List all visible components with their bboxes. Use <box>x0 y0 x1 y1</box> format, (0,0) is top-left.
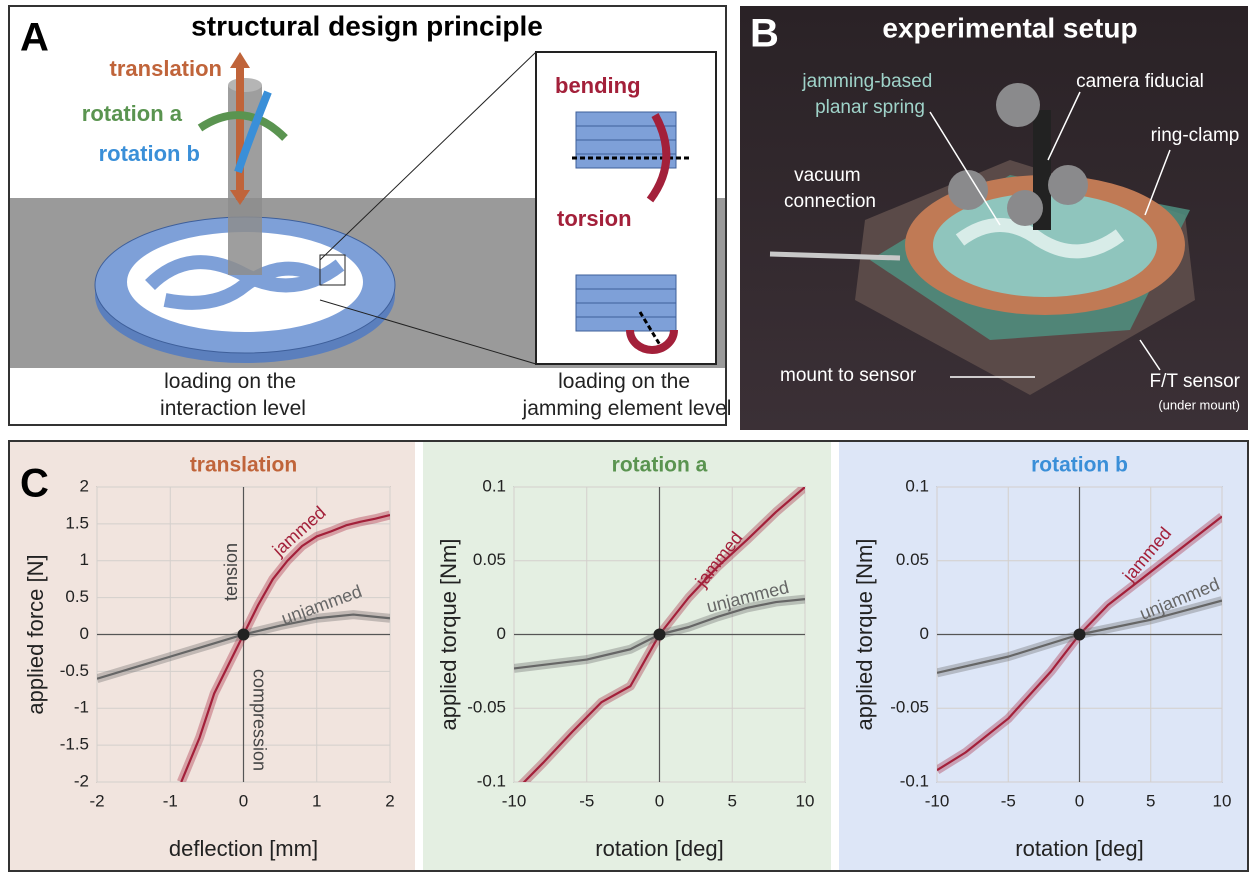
y-tick-label: -2 <box>74 771 89 790</box>
caption: loading on the interaction level <box>160 370 306 420</box>
y-tick-label: 2 <box>80 476 89 495</box>
x-tick-label: 0 <box>1075 791 1084 810</box>
y-axis-label: applied force [N] <box>23 554 48 714</box>
label-line: planar spring <box>815 97 925 118</box>
x-tick-label: -2 <box>89 791 104 810</box>
y-tick-label: 0.5 <box>65 587 89 606</box>
origin-dot <box>653 628 666 641</box>
caption-line: jamming element level <box>522 397 732 420</box>
y-tick-label: -0.5 <box>60 661 89 680</box>
origin-dot <box>237 628 250 641</box>
label: translation <box>110 56 222 81</box>
chart-background <box>839 442 1247 870</box>
chart-title: translation <box>190 454 297 477</box>
x-tick-label: 2 <box>385 791 394 810</box>
y-tick-label: -0.05 <box>467 698 506 717</box>
label: jamming-based planar spring <box>801 71 937 118</box>
caption-line: loading on the <box>164 370 296 393</box>
y-axis-label: applied torque [Nm] <box>852 539 877 731</box>
y-tick-label: -1 <box>74 698 89 717</box>
x-tick-label: -10 <box>925 791 950 810</box>
x-tick-label: -5 <box>579 791 594 810</box>
y-tick-label: 1.5 <box>65 513 89 532</box>
panel-c: -2-1.5-1-0.500.511.52-2 -1 0 1 2translationd… <box>10 442 1247 870</box>
label-line: connection <box>784 191 876 212</box>
y-tick-label: 0 <box>497 624 506 643</box>
x-tick-label: 10 <box>796 791 815 810</box>
y-tick-label: 0.1 <box>482 476 506 495</box>
label: F/T sensor <box>1150 371 1241 392</box>
x-tick-label: 0 <box>655 791 664 810</box>
x-tick-label: -10 <box>502 791 527 810</box>
label: (under mount) <box>1158 397 1240 412</box>
y-tick-label: -1.5 <box>60 735 89 754</box>
y-tick-label: 0.1 <box>905 476 929 495</box>
x-tick-label: 0 <box>239 791 248 810</box>
panel-c-frame <box>8 440 1249 872</box>
panel-title: structural design principle <box>191 10 543 41</box>
caption-line: loading on the <box>558 370 690 393</box>
panel-a: A structural design principle translatio… <box>8 5 732 426</box>
y-axis-label: applied torque [Nm] <box>436 539 461 731</box>
label: ring-clamp <box>1151 125 1240 146</box>
x-tick-label: 1 <box>312 791 321 810</box>
series-line <box>514 598 805 670</box>
origin-dot <box>1073 628 1086 641</box>
y-tick-label: 0.05 <box>896 550 929 569</box>
y-tick-label: -0.1 <box>477 771 506 790</box>
x-tick-label: 5 <box>1146 791 1155 810</box>
label: rotation a <box>82 101 183 126</box>
label: mount to sensor <box>780 365 917 386</box>
y-tick-label: 0 <box>80 624 89 643</box>
x-axis-label: rotation [deg] <box>1015 836 1143 861</box>
chart-background <box>423 442 831 870</box>
chart: -0.1 -0.05 0 0.05 0.1 -10 -5 0 5 10 rotation b rota… <box>839 442 1247 870</box>
panel-title: experimental setup <box>882 12 1137 43</box>
annotation: tension <box>221 543 241 601</box>
caption-line: interaction level <box>160 397 306 420</box>
x-axis-label: deflection [mm] <box>169 836 318 861</box>
label-line: vacuum <box>794 165 861 186</box>
series-line <box>180 513 390 782</box>
label: bending <box>555 73 641 98</box>
label: vacuum connection <box>784 165 876 212</box>
panel-letter: A <box>20 16 49 60</box>
series-line <box>937 515 1222 772</box>
chart-title: rotation b <box>1031 454 1128 477</box>
panel-letter: C <box>20 462 49 506</box>
annotation: compression <box>249 669 269 771</box>
x-tick-label: -1 <box>163 791 178 810</box>
y-tick-label: -0.05 <box>890 698 929 717</box>
chart: -0.1 -0.05 0 0.05 0.1 -10 -5 0 5 10 rotation a rota… <box>423 442 831 870</box>
label: rotation b <box>99 141 200 166</box>
label-line: jamming-based <box>801 71 932 92</box>
y-tick-label: 0 <box>920 624 929 643</box>
chart-background <box>10 442 415 870</box>
label: camera fiducial <box>1076 71 1204 92</box>
chart-title: rotation a <box>612 454 708 477</box>
x-tick-label: 10 <box>1213 791 1232 810</box>
y-tick-label: -0.1 <box>900 771 929 790</box>
x-tick-label: -5 <box>1001 791 1016 810</box>
chart: -2 -1.5 -1 -0.5 0 0.5 1 1.5 2 -2 -1 0 1 2 translation d… <box>10 442 415 870</box>
y-tick-label: 1 <box>80 550 89 569</box>
caption: loading on the jamming element level <box>522 370 732 420</box>
panel-b: B experimental setup jamming-based plana… <box>740 6 1248 430</box>
y-tick-label: 0.05 <box>473 550 506 569</box>
x-tick-label: 5 <box>728 791 737 810</box>
panel-letter: B <box>750 12 779 56</box>
label: torsion <box>557 206 632 231</box>
x-axis-label: rotation [deg] <box>595 836 723 861</box>
